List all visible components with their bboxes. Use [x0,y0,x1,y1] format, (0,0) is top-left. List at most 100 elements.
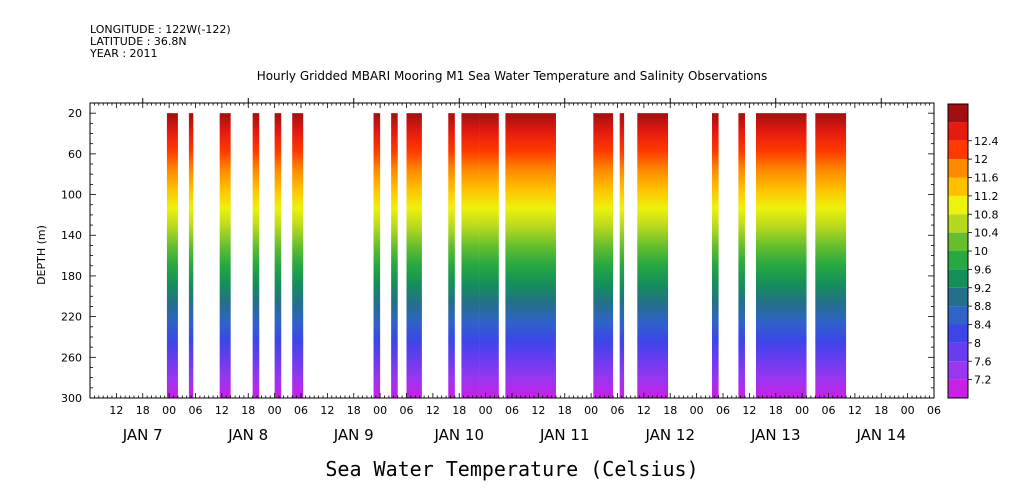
colorbar-label: 8.8 [974,300,992,313]
x-axis-title: Sea Water Temperature (Celsius) [325,457,698,481]
colorbar-label: 8.4 [974,319,992,332]
y-tick-label: 220 [61,311,82,324]
colorbar-swatch [948,269,968,288]
x-hour-tick-label: 06 [505,404,519,417]
y-tick-label: 20 [68,107,82,120]
x-day-label: JAN 13 [750,426,801,444]
temperature-segment [166,113,178,398]
y-tick-label: 260 [61,351,82,364]
colorbar-label: 10.4 [974,227,999,240]
colorbar: 7.2 7.6 8 8.4 8.8 9.2 9.6 10 10.4 10.8 11.2 11.6 12 1… [947,103,999,399]
x-day-label: JAN 11 [539,426,590,444]
x-hour-tick-label: 18 [241,404,255,417]
colorbar-swatch [948,232,968,251]
x-day-label: JAN 14 [856,426,907,444]
x-hour-tick-label: 12 [320,404,334,417]
plot-area [89,102,935,399]
temperature-segment [738,113,745,398]
temperature-segment [188,113,194,398]
colorbar-label: 12.4 [974,135,999,148]
x-hour-tick-label: 12 [426,404,440,417]
x-hour-tick-label: 18 [136,404,150,417]
year-label: YEAR : 2011 [90,47,158,60]
x-hour-tick-label: 12 [637,404,651,417]
x-hour-tick-label: 18 [558,404,572,417]
x-hour-tick-label: 06 [294,404,308,417]
x-hour-tick-label: 18 [874,404,888,417]
x-hour-tick-label: 06 [822,404,836,417]
colorbar-swatch [948,177,968,196]
colorbar-label: 7.2 [974,374,992,387]
x-hour-tick-label: 12 [742,404,756,417]
y-tick-label: 300 [61,392,82,405]
colorbar-swatch [948,379,968,398]
temperature-segment [219,113,231,398]
temperature-segment [448,113,455,398]
colorbar-swatch [948,342,968,362]
axes: 12 18 00 06 12 18 00 06 12 18 00 06 12 18 00 06 12 18 00 06… [61,98,941,444]
x-day-label: JAN 7 [122,426,163,444]
temperature-segment [619,113,625,398]
x-hour-tick-label: 18 [347,404,361,417]
x-hour-tick-label: 18 [452,404,466,417]
temperature-segment [292,113,304,398]
temperature-segment [274,113,282,398]
x-day-label: JAN 8 [227,426,268,444]
x-hour-tick-label: 12 [109,404,123,417]
colorbar-swatch [948,159,968,178]
x-hour-tick-label: 00 [795,404,809,417]
x-hour-tick-label: 12 [848,404,862,417]
temperature-segment [461,113,480,398]
temperature-segment [712,113,719,398]
x-hour-tick-label: 00 [479,404,493,417]
x-hour-tick-label: 06 [189,404,203,417]
x-hour-tick-label: 00 [268,404,282,417]
temperature-segment [815,113,847,398]
x-hour-tick-label: 00 [584,404,598,417]
y-tick-label: 60 [68,148,82,161]
x-hour-tick-label: 06 [611,404,625,417]
colorbar-swatch [948,361,968,380]
colorbar-swatch [948,287,968,307]
colorbar-swatch [948,306,968,325]
colorbar-swatch [948,324,968,343]
colorbar-swatch [948,195,968,215]
x-hour-tick-label: 18 [769,404,783,417]
temperature-segment [373,113,381,398]
x-hour-tick-label: 00 [162,404,176,417]
x-hour-tick-label: 06 [400,404,414,417]
y-tick-label: 100 [61,189,82,202]
colorbar-label: 8 [974,337,981,350]
temperature-segment [755,113,807,398]
colorbar-label: 9.2 [974,282,992,295]
y-tick-label: 180 [61,270,82,283]
latitude-label: LATITUDE : 36.8N [90,35,187,48]
x-hour-tick-label: 00 [690,404,704,417]
temperature-segment [406,113,422,398]
colorbar-swatch [948,104,968,123]
x-hour-tick-label: 00 [373,404,387,417]
x-hour-tick-label: 06 [927,404,941,417]
colorbar-swatch [948,140,968,160]
temperature-segment [593,113,614,398]
colorbar-label: 11.6 [974,172,999,185]
colorbar-label: 11.2 [974,190,999,203]
y-axis-title: DEPTH (m) [35,225,48,285]
temperature-segment [252,113,260,398]
colorbar-swatch [948,251,968,270]
longitude-label: LONGITUDE : 122W(-122) [90,23,231,36]
temperature-segment [505,113,556,398]
x-hour-tick-label: 06 [716,404,730,417]
colorbar-label: 10 [974,245,988,258]
y-tick-label: 140 [61,229,82,242]
colorbar-label: 12 [974,153,988,166]
x-hour-tick-label: 12 [531,404,545,417]
colorbar-label: 9.6 [974,263,992,276]
temperature-segment [391,113,398,398]
colorbar-swatch [948,214,968,233]
colorbar-label: 10.8 [974,208,999,221]
x-hour-tick-label: 18 [663,404,677,417]
temperature-segment [637,113,669,398]
temperature-segment [479,113,499,398]
